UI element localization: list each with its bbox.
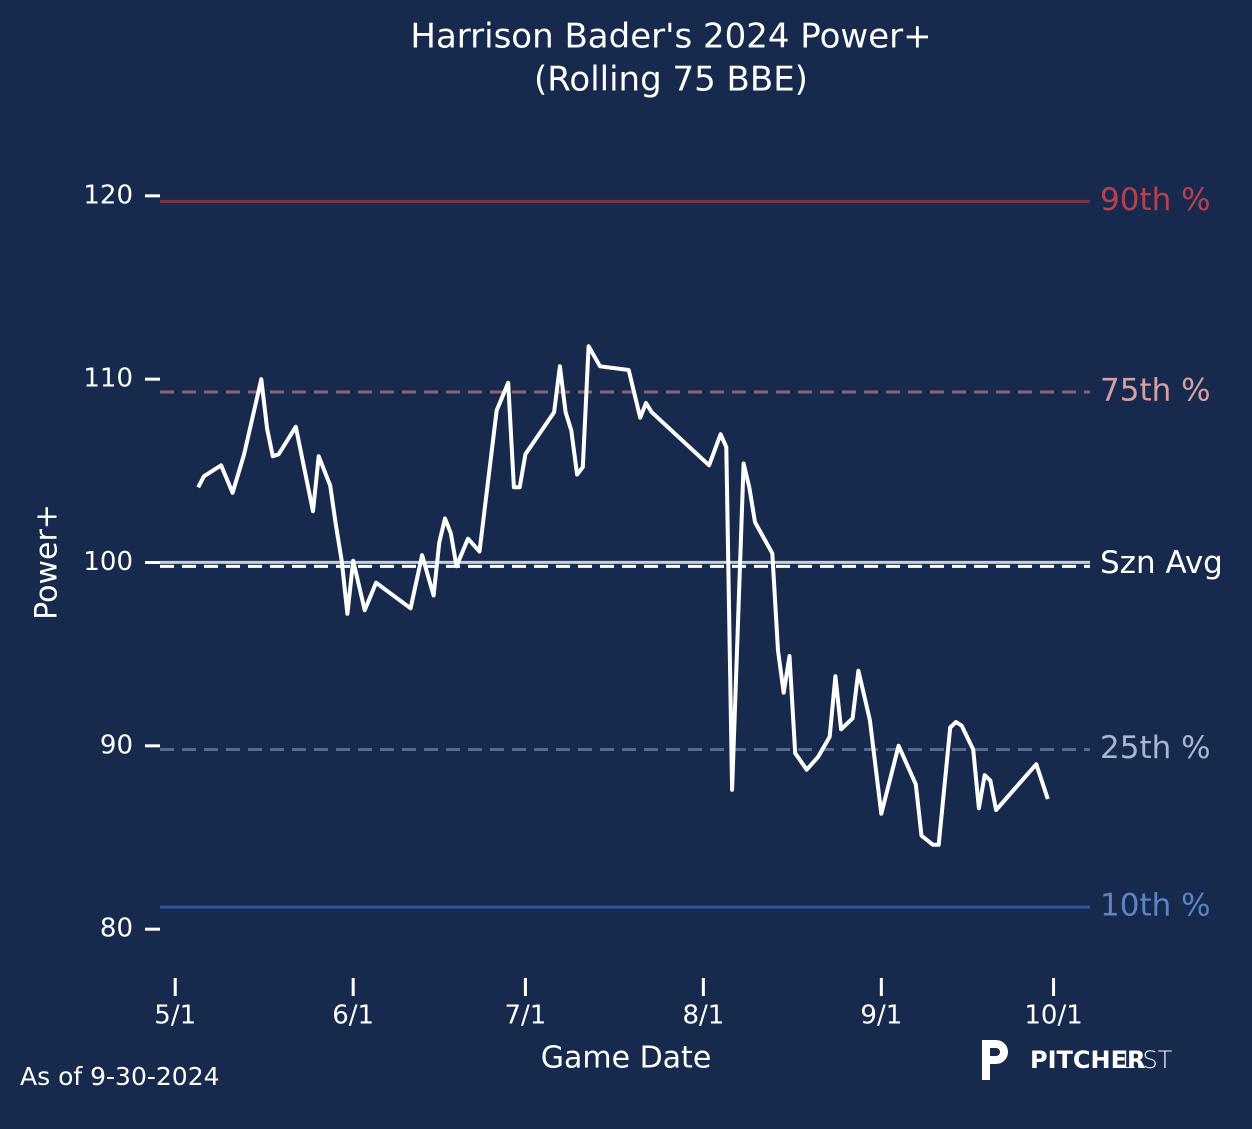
reference-label: 10th % <box>1100 888 1211 924</box>
y-tick-label: 110 <box>83 364 133 394</box>
x-tick-label: 8/1 <box>682 1001 724 1031</box>
x-tick-label: 5/1 <box>154 1001 196 1031</box>
y-tick-label: 120 <box>83 180 133 210</box>
y-tick-label: 100 <box>83 547 133 577</box>
x-tick-label: 7/1 <box>504 1001 546 1031</box>
x-tick-label: 10/1 <box>1024 1001 1082 1031</box>
logo-icon <box>982 1040 1008 1080</box>
reference-label: 75th % <box>1100 373 1211 409</box>
x-tick-label: 6/1 <box>332 1001 374 1031</box>
logo: PITCHER LIST <box>982 1040 1173 1080</box>
chart-subtitle: (Rolling 75 BBE) <box>534 60 808 100</box>
footnote: As of 9-30-2024 <box>20 1062 220 1091</box>
logo-text: PITCHER <box>1030 1046 1145 1074</box>
y-tick-label: 90 <box>100 730 133 760</box>
reference-label: 25th % <box>1100 730 1211 766</box>
logo-text: LIST <box>1122 1046 1173 1074</box>
reference-label: Szn Avg <box>1100 545 1223 581</box>
reference-label: 90th % <box>1100 182 1211 218</box>
y-tick-label: 80 <box>100 914 133 944</box>
x-tick-label: 9/1 <box>860 1001 902 1031</box>
chart-title: Harrison Bader's 2024 Power+ <box>410 17 931 57</box>
y-axis-title: Power+ <box>30 504 65 620</box>
data-line <box>196 344 1050 847</box>
x-axis-title: Game Date <box>541 1041 712 1076</box>
